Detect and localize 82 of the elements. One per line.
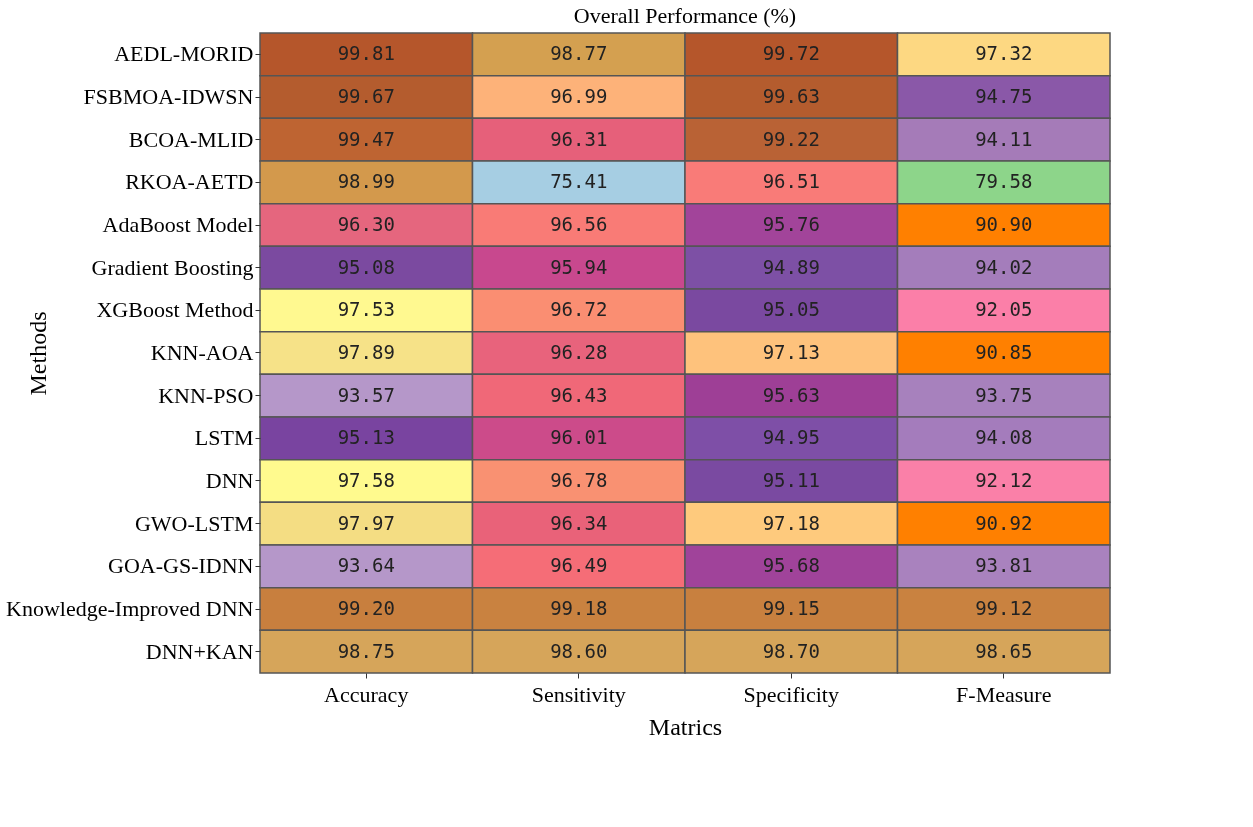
data-label: 95.05 [762, 298, 820, 321]
y-tick-label: AdaBoost Model [102, 212, 254, 237]
data-label: 96.30 [337, 213, 395, 235]
data-label: 96.49 [550, 554, 608, 577]
data-label: 98.99 [337, 170, 395, 193]
data-label: 99.22 [762, 127, 820, 150]
data-label: 96.72 [550, 298, 608, 321]
data-label: 94.02 [975, 255, 1033, 278]
data-label: 98.70 [762, 639, 820, 662]
data-label: 97.53 [337, 298, 395, 321]
y-tick-label: Knowledge-Improved DNN [6, 596, 254, 621]
data-label: 96.34 [550, 511, 608, 534]
data-label: 93.81 [975, 554, 1033, 577]
data-label: 97.58 [337, 469, 395, 491]
data-label: 93.75 [975, 383, 1033, 406]
data-label: 96.28 [550, 341, 608, 363]
data-label: 79.58 [975, 170, 1033, 193]
x-tick-label: F-Measure [956, 681, 1052, 707]
data-label: 99.63 [762, 85, 820, 107]
data-label: 96.99 [550, 85, 608, 107]
data-label: 95.13 [337, 426, 395, 449]
data-label: 97.13 [762, 341, 820, 363]
y-tick-label: DNN [205, 468, 254, 493]
data-label: 98.65 [975, 639, 1033, 662]
data-label: 96.78 [550, 469, 608, 491]
data-label: 99.15 [762, 597, 820, 619]
data-label: 94.11 [975, 127, 1033, 150]
y-tick-label: GWO-LSTM [134, 510, 254, 536]
x-axis-title: Matrics [648, 713, 723, 740]
x-tick-label: Sensitivity [531, 681, 626, 707]
data-label: 94.95 [762, 426, 820, 449]
data-label: 95.08 [337, 255, 395, 278]
data-label: 98.60 [550, 639, 608, 662]
y-tick-label: BCOA-MLID [128, 126, 254, 152]
data-label: 95.94 [550, 255, 608, 278]
data-label: 93.57 [337, 383, 395, 406]
data-label: 97.97 [337, 511, 395, 534]
y-tick-label: RKOA-AETD [125, 169, 254, 195]
data-label: 99.67 [337, 85, 395, 107]
data-label: 96.01 [550, 426, 608, 449]
data-label: 96.31 [550, 127, 608, 150]
x-tick-label: Specificity [743, 681, 839, 707]
data-label: 90.85 [975, 341, 1033, 363]
data-label: 99.20 [337, 597, 395, 619]
y-tick-label: LSTM [194, 425, 254, 451]
data-label: 99.18 [550, 597, 608, 619]
y-tick-label: GOA-GS-IDNN [108, 553, 254, 579]
y-tick-label: Gradient Boosting [91, 254, 254, 280]
y-tick-label: XGBoost Method [96, 297, 254, 323]
data-label: 98.77 [550, 42, 608, 65]
data-label: 90.90 [975, 213, 1033, 235]
y-tick-label: AEDL-MORID [114, 41, 254, 67]
chart-title: Overall Performance (%) [573, 3, 797, 29]
data-label: 99.12 [975, 597, 1033, 619]
data-label: 97.32 [975, 42, 1033, 65]
data-label: 97.18 [762, 511, 820, 534]
y-tick-label: KNN-AOA [150, 340, 254, 365]
y-axis-title: Methods [24, 311, 51, 396]
data-label: 99.81 [337, 42, 395, 65]
data-label: 94.75 [975, 85, 1033, 107]
data-label: 99.47 [337, 127, 395, 150]
data-label: 94.89 [762, 255, 820, 278]
data-label: 96.51 [762, 170, 820, 193]
data-label: 99.72 [762, 42, 820, 65]
data-label: 95.63 [762, 383, 820, 406]
data-label: 92.05 [975, 298, 1033, 321]
data-label: 90.92 [975, 511, 1033, 534]
y-tick-label: FSBMOA-IDWSN [83, 84, 254, 109]
data-label: 94.08 [975, 426, 1033, 449]
y-tick-label: KNN-PSO [158, 382, 254, 408]
y-tick-label: DNN+KAN [145, 638, 254, 664]
data-label: 95.68 [762, 554, 820, 577]
data-label: 97.89 [337, 341, 395, 363]
data-label: 92.12 [975, 469, 1033, 491]
data-label: 96.43 [550, 383, 608, 406]
data-label: 75.41 [550, 170, 608, 193]
x-tick-label: Accuracy [324, 681, 409, 707]
data-label: 93.64 [337, 554, 395, 577]
data-label: 95.76 [762, 213, 820, 235]
data-label: 95.11 [762, 469, 820, 491]
data-label: 98.75 [337, 639, 395, 662]
data-label: 96.56 [550, 213, 608, 235]
